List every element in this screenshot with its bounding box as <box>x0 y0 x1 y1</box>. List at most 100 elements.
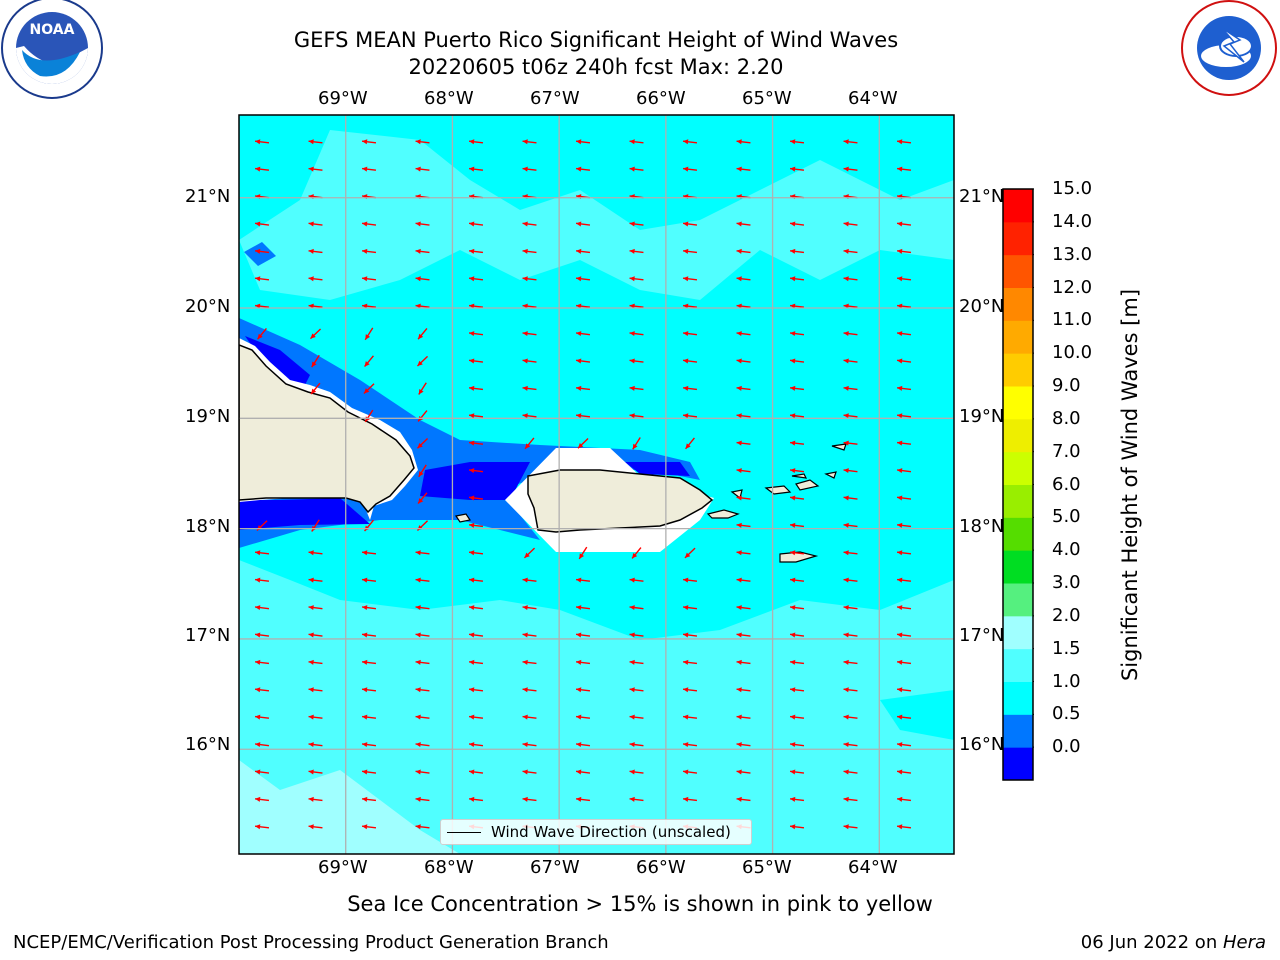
wave-arrow <box>468 495 484 501</box>
wave-arrow <box>896 742 912 748</box>
wave-arrow <box>257 327 267 340</box>
wave-arrow <box>629 385 644 391</box>
wave-arrow <box>308 659 323 665</box>
wave-arrow <box>575 796 591 802</box>
wave-arrow <box>789 769 805 775</box>
colorbar-tick-label: 2.0 <box>1052 604 1081 626</box>
wave-arrow <box>736 522 751 528</box>
wave-arrow <box>629 413 644 419</box>
wave-arrow <box>789 550 805 556</box>
wave-arrow <box>311 354 320 368</box>
wave-arrow <box>736 577 751 583</box>
wave-arrow <box>682 714 698 720</box>
wave-arrow <box>254 550 270 556</box>
wave-arrow <box>575 385 591 391</box>
wave-arrow <box>415 796 430 802</box>
wave-arrow <box>682 166 698 172</box>
colorbar-tick-label: 12.0 <box>1052 276 1093 298</box>
legend-line-swatch <box>447 832 481 833</box>
vieques-island <box>706 509 740 519</box>
wave-arrow <box>468 413 484 419</box>
wave-arrow <box>575 742 591 748</box>
colorbar-label: Significant Height of Wind Waves [m] <box>1118 288 1142 682</box>
wave-arrow <box>254 796 270 802</box>
wave-arrow <box>468 659 484 665</box>
lat-label-left-18n: 18°N <box>185 516 231 537</box>
wave-arrow <box>575 248 591 254</box>
wave-arrow <box>361 550 377 556</box>
map-plot-area <box>239 115 954 854</box>
wave-arrow <box>896 440 912 446</box>
wave-arrow <box>789 742 805 748</box>
wave-arrow <box>736 796 751 802</box>
wave-arrow <box>417 327 428 340</box>
wave-arrow <box>254 248 270 254</box>
wave-arrow <box>843 522 858 528</box>
wave-arrow <box>415 742 430 748</box>
wave-arrow <box>896 605 912 611</box>
wave-arrow <box>629 331 644 337</box>
wave-arrow <box>843 413 858 419</box>
wave-arrow <box>468 605 484 611</box>
lon-label-bottom-65w: 65°W <box>742 857 792 878</box>
footer-date: 06 Jun 2022 on Hera <box>1081 932 1266 954</box>
wave-arrow <box>789 495 805 501</box>
lat-label-right-16n: 16°N <box>959 734 1005 755</box>
wave-arrow <box>896 276 912 282</box>
colorbar-tick-label: 8.0 <box>1052 407 1081 429</box>
wave-arrow <box>789 714 805 720</box>
wave-arrow <box>415 577 430 583</box>
wave-arrow <box>789 331 805 337</box>
colorbar-segment <box>1003 517 1033 551</box>
wave-arrow <box>629 221 644 227</box>
wave-arrow <box>629 659 644 665</box>
wave-arrow <box>363 383 375 394</box>
wave-arrow <box>896 166 912 172</box>
colorbar-tick-label: 1.5 <box>1052 637 1081 659</box>
wave-arrow <box>736 248 751 254</box>
noaa-logo-text: NOAA <box>30 22 75 38</box>
wave-arrow <box>522 276 537 282</box>
wave-arrow <box>843 248 858 254</box>
wave-arrow <box>736 413 751 419</box>
wave-arrow <box>736 714 751 720</box>
wave-arrow <box>629 139 644 145</box>
wave-arrow <box>522 605 537 611</box>
wave-arrow <box>682 331 698 337</box>
wave-arrow <box>308 139 323 145</box>
wave-arrow <box>468 468 484 474</box>
wave-arrow <box>308 550 323 556</box>
wave-arrow <box>254 687 270 693</box>
wave-arrow <box>629 632 644 638</box>
wave-arrow <box>629 796 644 802</box>
wave-arrow <box>308 577 323 583</box>
colorbar-tick-label: 4.0 <box>1052 539 1081 561</box>
wave-arrow <box>789 358 805 364</box>
wave-arrow <box>308 769 323 775</box>
wave-arrow <box>361 742 377 748</box>
wave-arrow <box>843 331 858 337</box>
wave-arrow <box>578 546 588 560</box>
wave-arrow <box>415 139 430 145</box>
contour-band-0p0-ne <box>625 462 690 476</box>
mona-island <box>455 513 471 523</box>
contour-band-1p0-east <box>880 690 954 740</box>
wave-arrow <box>896 659 912 665</box>
wave-arrow <box>843 687 858 693</box>
wave-arrow <box>415 166 430 172</box>
wave-arrow <box>577 438 589 449</box>
colorbar-tick-label: 9.0 <box>1052 375 1081 396</box>
wave-arrow <box>682 221 698 227</box>
colorbar-segment <box>1003 386 1033 420</box>
wave-arrow <box>631 547 642 559</box>
culebra-island <box>730 489 743 500</box>
wave-arrow <box>896 468 912 474</box>
wave-arrow <box>736 769 751 775</box>
wave-arrow <box>843 139 858 145</box>
wave-arrow <box>418 382 427 395</box>
wave-arrow <box>843 796 858 802</box>
wave-arrow <box>524 437 535 450</box>
wave-arrow <box>468 440 484 446</box>
wave-arrow <box>682 769 698 775</box>
lon-label-bottom-69w: 69°W <box>318 857 368 878</box>
